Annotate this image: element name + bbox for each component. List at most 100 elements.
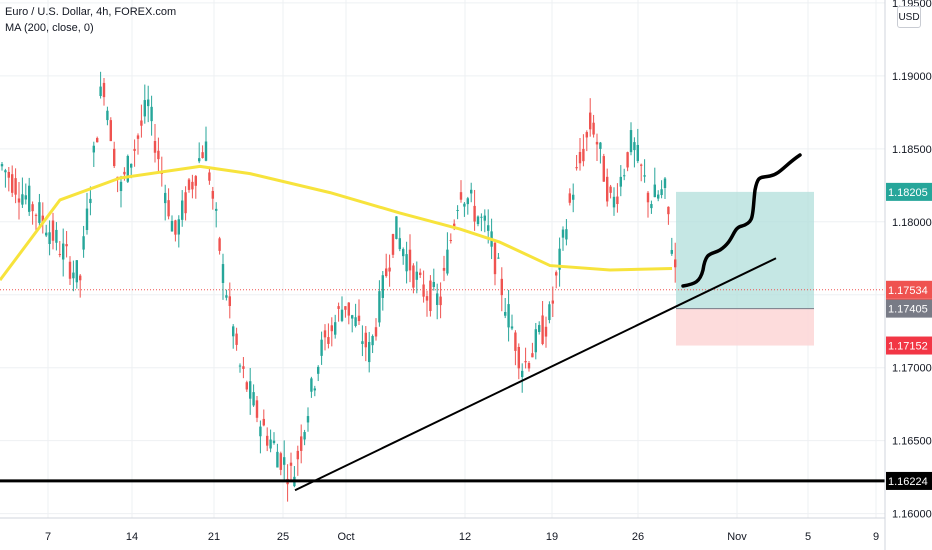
candle-body [504, 312, 507, 316]
candle-body [24, 195, 27, 200]
candle-body [609, 186, 612, 193]
candle-body [272, 440, 276, 444]
candle-body [616, 196, 619, 205]
candle-body [667, 206, 670, 215]
x-tick-label: 21 [208, 531, 220, 543]
candle-body [75, 260, 78, 283]
candle-body [578, 151, 582, 164]
candle-body [262, 418, 265, 426]
x-tick-label: Oct [337, 531, 354, 543]
candle-body [249, 381, 252, 399]
candle-body [136, 135, 140, 139]
candle-body [119, 181, 123, 192]
candle-body [595, 141, 599, 145]
candle-body [85, 208, 89, 231]
candle-body [208, 172, 211, 181]
candle-body [276, 451, 279, 468]
candle-body [425, 296, 429, 301]
y-tick-label: 1.18500 [892, 144, 932, 156]
candle-body [589, 112, 592, 130]
candle-body [330, 325, 333, 332]
candle-body [487, 225, 490, 231]
candle-body [524, 361, 527, 363]
candle-body [388, 267, 391, 272]
candle-body [245, 382, 248, 390]
candle-body [215, 208, 218, 211]
profit-zone [676, 191, 814, 309]
candle-body [422, 284, 425, 297]
candle-body [470, 189, 473, 194]
candle-body [92, 145, 95, 153]
candle-body [442, 267, 446, 271]
candle-body [544, 326, 548, 337]
candle-body [466, 198, 469, 205]
candle-body [493, 242, 497, 275]
price-badge-label: 1.16224 [888, 476, 928, 488]
candle-body [126, 155, 129, 182]
candle-body [419, 272, 422, 275]
chart-legend: Euro / U.S. Dollar, 4h, FOREX.com MA (20… [5, 4, 176, 36]
candle-body [306, 416, 310, 423]
candle-body [463, 203, 466, 207]
candle-body [534, 329, 537, 353]
candle-body [449, 239, 452, 241]
candle-body [514, 332, 517, 351]
candle-body [548, 304, 551, 321]
candle-body [79, 275, 82, 281]
candle-body [296, 450, 299, 460]
candle-body [629, 130, 633, 153]
price-badge [886, 471, 932, 490]
candle-body [89, 198, 92, 204]
candle-body [242, 366, 245, 369]
candle-body [99, 86, 102, 97]
candle-body [153, 141, 157, 153]
position-zones [0, 191, 885, 346]
candles [0, 71, 677, 502]
candle-body [337, 306, 340, 309]
candle-body [102, 82, 106, 98]
candle-body [398, 238, 401, 250]
candle-body [555, 272, 558, 276]
candle-body [368, 341, 371, 363]
candle-body [55, 229, 58, 243]
candle-body [619, 176, 622, 187]
loss-zone [676, 308, 814, 346]
candle-body [538, 325, 541, 333]
candle-body [568, 193, 571, 203]
candle-body [300, 436, 303, 451]
drawn-lines[interactable] [0, 153, 885, 492]
candle-body [480, 216, 483, 218]
y-tick-label: 1.16000 [892, 509, 932, 521]
projected-path-drawing[interactable] [681, 153, 802, 288]
candle-body [592, 122, 595, 135]
candle-body [663, 178, 667, 189]
candle-body [541, 315, 544, 345]
candle-body [51, 220, 55, 241]
candle-body [361, 341, 364, 344]
candle-body [109, 120, 112, 142]
candle-body [473, 205, 476, 222]
candle-body [48, 232, 51, 244]
candle-body [351, 315, 354, 319]
currency-button[interactable]: USD [897, 6, 921, 28]
candle-body [82, 236, 85, 250]
candle-body [408, 249, 412, 271]
candle-body [432, 281, 435, 287]
candle-body [599, 142, 602, 149]
indicator-title: MA (200, close, 0) [5, 22, 94, 34]
candle-body [317, 366, 320, 374]
ascending-trendline[interactable] [294, 257, 777, 492]
candle-body [347, 302, 350, 316]
candle-body [565, 229, 568, 240]
candle-body [507, 304, 510, 328]
candle-body [45, 232, 48, 236]
candle-body [527, 363, 531, 369]
x-tick-label: Nov [727, 531, 747, 543]
candle-body [436, 293, 439, 305]
candle-body [320, 339, 323, 356]
candle-body [633, 142, 636, 151]
candle-body [670, 249, 673, 254]
candle-body [31, 204, 34, 212]
